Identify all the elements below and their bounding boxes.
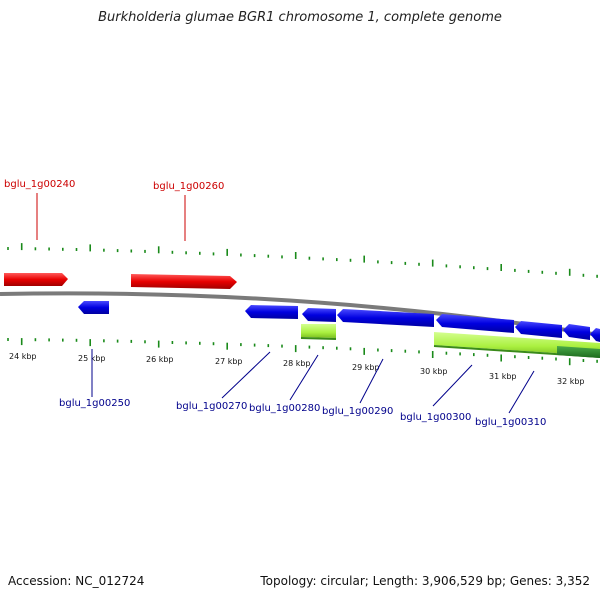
gene-arrow-reverse-extra[interactable] <box>563 324 590 340</box>
kbp-label-32: 32 kbp <box>557 377 585 386</box>
kbp-label-24: 24 kbp <box>9 352 37 361</box>
gene-arrow-reverse-edge[interactable] <box>590 328 600 342</box>
topology-text: Topology: circular; Length: 3,906,529 bp… <box>260 574 590 588</box>
gene-label-bglu_1g00300[interactable]: bglu_1g00300 <box>400 412 471 423</box>
feature-lime-1[interactable] <box>301 324 336 338</box>
top-tick-row <box>7 243 598 278</box>
accession-text: Accession: NC_012724 <box>8 574 145 588</box>
gene-arrow-bglu_1g00300[interactable] <box>436 314 514 333</box>
gene-label-bglu_1g00240[interactable]: bglu_1g00240 <box>4 179 75 190</box>
genome-backbone <box>0 291 600 337</box>
kbp-label-31: 31 kbp <box>489 372 517 381</box>
gene-label-bglu_1g00290[interactable]: bglu_1g00290 <box>322 406 393 417</box>
gene-arrow-bglu_1g00240[interactable] <box>4 273 68 286</box>
genome-title: Burkholderia glumae BGR1 chromosome 1, c… <box>98 10 502 25</box>
gene-label-bglu_1g00280[interactable]: bglu_1g00280 <box>249 403 320 414</box>
kbp-label-26: 26 kbp <box>146 355 174 364</box>
gene-arrow-bglu_1g00250[interactable] <box>78 301 109 314</box>
gene-label-bglu_1g00270[interactable]: bglu_1g00270 <box>176 401 247 412</box>
gene-label-bglu_1g00260[interactable]: bglu_1g00260 <box>153 181 224 192</box>
kbp-label-28: 28 kbp <box>283 359 311 368</box>
gene-label-bglu_1g00250[interactable]: bglu_1g00250 <box>59 398 130 409</box>
kbp-label-29: 29 kbp <box>352 363 380 372</box>
gene-arrow-bglu_1g00310[interactable] <box>515 321 562 338</box>
kbp-label-30: 30 kbp <box>420 367 448 376</box>
bottom-tick-row <box>7 338 598 366</box>
gene-arrow-bglu_1g00270[interactable] <box>245 305 298 319</box>
gene-label-bglu_1g00310[interactable]: bglu_1g00310 <box>475 417 546 428</box>
feature-darkgreen[interactable] <box>557 346 600 358</box>
gene-arrow-bglu_1g00260[interactable] <box>131 274 237 289</box>
kbp-label-27: 27 kbp <box>215 357 243 366</box>
gene-arrow-bglu_1g00290[interactable] <box>337 309 434 327</box>
gene-arrow-bglu_1g00280[interactable] <box>302 308 336 322</box>
